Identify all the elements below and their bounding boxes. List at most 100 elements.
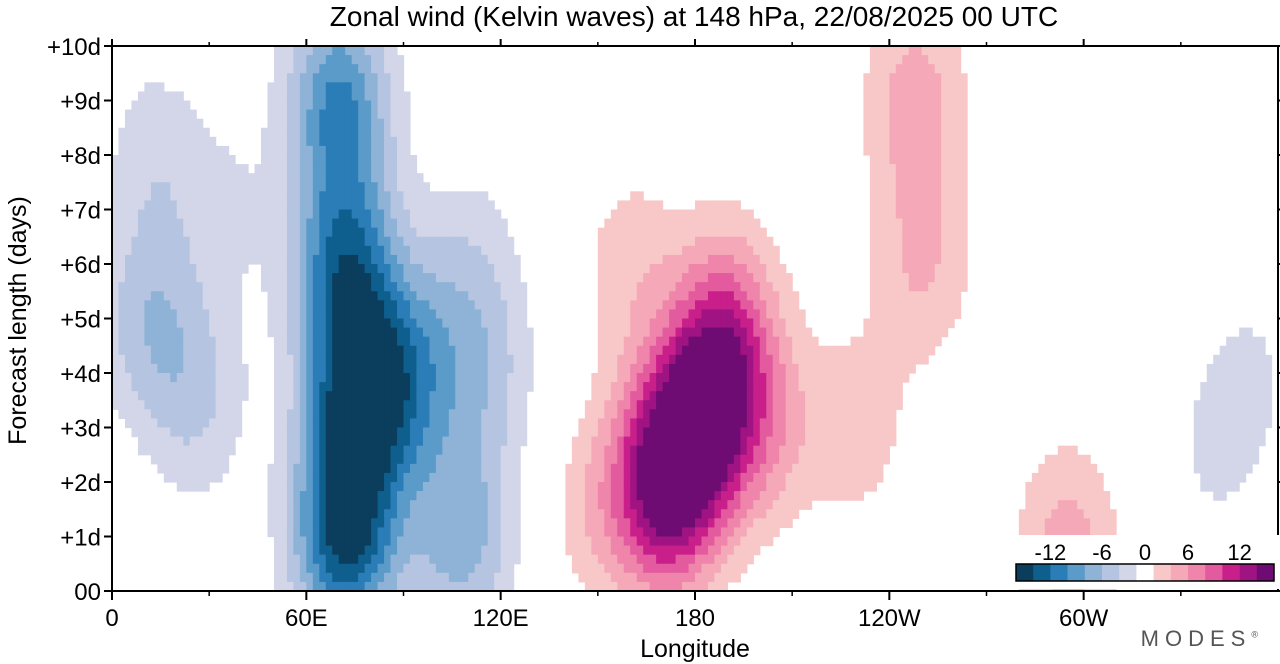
field-cell xyxy=(507,245,515,256)
field-cell xyxy=(921,182,929,192)
field-cell xyxy=(733,273,741,283)
field-cell xyxy=(500,309,508,320)
field-cell xyxy=(150,336,158,347)
field-cell xyxy=(507,509,515,519)
field-cell xyxy=(124,300,133,311)
field-cell xyxy=(306,82,314,93)
field-cell xyxy=(487,427,495,438)
field-cell xyxy=(889,327,897,338)
field-cell xyxy=(273,354,282,365)
field-cell xyxy=(325,509,333,519)
field-cell xyxy=(429,373,437,383)
field-cell xyxy=(338,518,346,529)
field-cell xyxy=(364,127,372,138)
field-cell xyxy=(811,491,819,501)
field-cell xyxy=(377,227,385,238)
field-cell xyxy=(448,291,456,301)
field-cell xyxy=(384,318,392,329)
field-cell xyxy=(1206,382,1214,392)
field-cell xyxy=(1226,472,1234,483)
field-cell xyxy=(202,173,210,183)
field-cell xyxy=(222,209,230,220)
field-cell xyxy=(895,336,903,347)
field-cell xyxy=(630,209,638,220)
field-cell xyxy=(461,454,469,465)
field-cell xyxy=(390,300,398,311)
field-cell xyxy=(338,209,346,220)
field-cell xyxy=(150,300,158,311)
field-cell xyxy=(941,245,949,256)
field-cell xyxy=(286,327,294,338)
field-cell xyxy=(299,182,307,192)
field-cell xyxy=(727,309,735,320)
field-cell xyxy=(351,527,359,538)
field-cell xyxy=(170,200,178,211)
field-cell xyxy=(235,354,243,365)
field-cell xyxy=(882,291,890,301)
field-cell xyxy=(1070,509,1078,519)
field-cell xyxy=(312,64,320,74)
field-cell xyxy=(941,236,949,247)
field-cell xyxy=(228,264,236,274)
field-cell xyxy=(384,363,392,374)
field-cell xyxy=(889,109,897,120)
field-cell xyxy=(364,191,372,202)
field-cell xyxy=(630,282,638,292)
field-cell xyxy=(714,327,722,338)
field-cell xyxy=(805,409,813,420)
field-cell xyxy=(306,454,314,465)
field-cell xyxy=(636,273,644,283)
field-cell xyxy=(299,491,307,501)
field-cell xyxy=(688,227,696,238)
field-cell xyxy=(332,363,340,374)
field-cell xyxy=(643,518,651,529)
field-cell xyxy=(260,245,269,256)
field-cell xyxy=(876,354,884,365)
field-cell xyxy=(481,382,489,392)
field-cell xyxy=(403,427,411,438)
field-cell xyxy=(1064,491,1072,501)
field-cell xyxy=(176,391,184,401)
field-cell xyxy=(682,354,690,365)
field-cell xyxy=(714,245,722,256)
field-cell xyxy=(1031,491,1039,501)
field-cell xyxy=(630,218,638,229)
field-cell xyxy=(798,436,806,447)
field-cell xyxy=(960,227,968,238)
field-cell xyxy=(481,327,489,338)
field-cell xyxy=(170,318,178,329)
field-cell xyxy=(267,191,275,202)
field-cell xyxy=(215,445,223,456)
field-cell xyxy=(364,282,372,292)
field-cell xyxy=(759,400,767,410)
field-cell xyxy=(293,354,301,365)
field-cell xyxy=(163,155,171,165)
field-cell xyxy=(701,200,709,211)
field-cell xyxy=(150,82,158,93)
field-cell xyxy=(928,291,936,301)
field-cell xyxy=(371,55,379,65)
field-cell xyxy=(869,391,877,401)
field-cell xyxy=(286,427,294,438)
field-cell xyxy=(1038,527,1046,538)
field-cell xyxy=(338,73,346,83)
field-cell xyxy=(947,55,955,65)
field-cell xyxy=(448,200,456,211)
field-cell xyxy=(675,536,683,547)
field-cell xyxy=(351,109,359,120)
field-cell xyxy=(351,336,359,347)
field-cell xyxy=(338,245,346,256)
field-cell xyxy=(785,327,793,338)
field-cell xyxy=(720,373,728,383)
field-cell xyxy=(1206,400,1214,410)
field-cell xyxy=(928,227,936,238)
field-cell xyxy=(746,254,754,265)
field-cell xyxy=(889,318,897,329)
field-cell xyxy=(144,318,152,329)
field-cell xyxy=(481,418,489,429)
field-cell xyxy=(384,545,392,556)
field-cell xyxy=(286,463,294,474)
field-cell xyxy=(1077,482,1085,492)
field-cell xyxy=(442,227,450,238)
field-cell xyxy=(837,463,845,474)
